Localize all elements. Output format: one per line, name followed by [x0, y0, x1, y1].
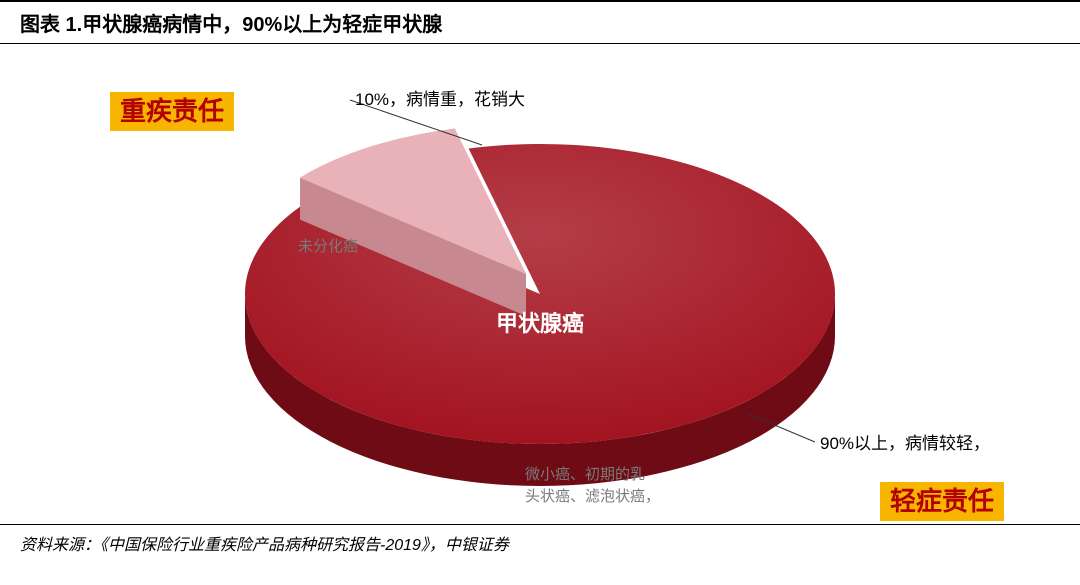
chart-area: 重疾责任 轻症责任 10%，病情重，花销大 未分化癌 甲状腺癌 90%以上，病情… [0, 44, 1080, 524]
annotation-bottom-right: 90%以上，病情较轻， [820, 432, 990, 456]
pie-center-label: 甲状腺癌 [496, 306, 584, 338]
annotation-top-right: 10%，病情重，花销大 [355, 88, 525, 112]
severe-badge: 重疾责任 [110, 92, 234, 131]
annotation-bottom-mid-2: 头状癌、滤泡状癌， [525, 486, 660, 507]
annotation-inner-left: 未分化癌 [298, 236, 358, 257]
annotation-bottom-mid-1: 微小癌、初期的乳 [525, 464, 645, 485]
chart-title: 图表 1.甲状腺癌病情中，90%以上为轻症甲状腺 [0, 0, 1080, 44]
source-text: 资料来源：《中国保险行业重疾险产品病种研究报告-2019》，中银证券 [0, 524, 1080, 561]
mild-badge: 轻症责任 [880, 482, 1004, 521]
